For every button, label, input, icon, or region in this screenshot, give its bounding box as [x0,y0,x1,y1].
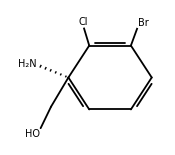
Text: Cl: Cl [78,17,88,27]
Text: H₂N: H₂N [18,60,36,69]
Text: HO: HO [25,129,40,139]
Text: Br: Br [138,18,149,28]
